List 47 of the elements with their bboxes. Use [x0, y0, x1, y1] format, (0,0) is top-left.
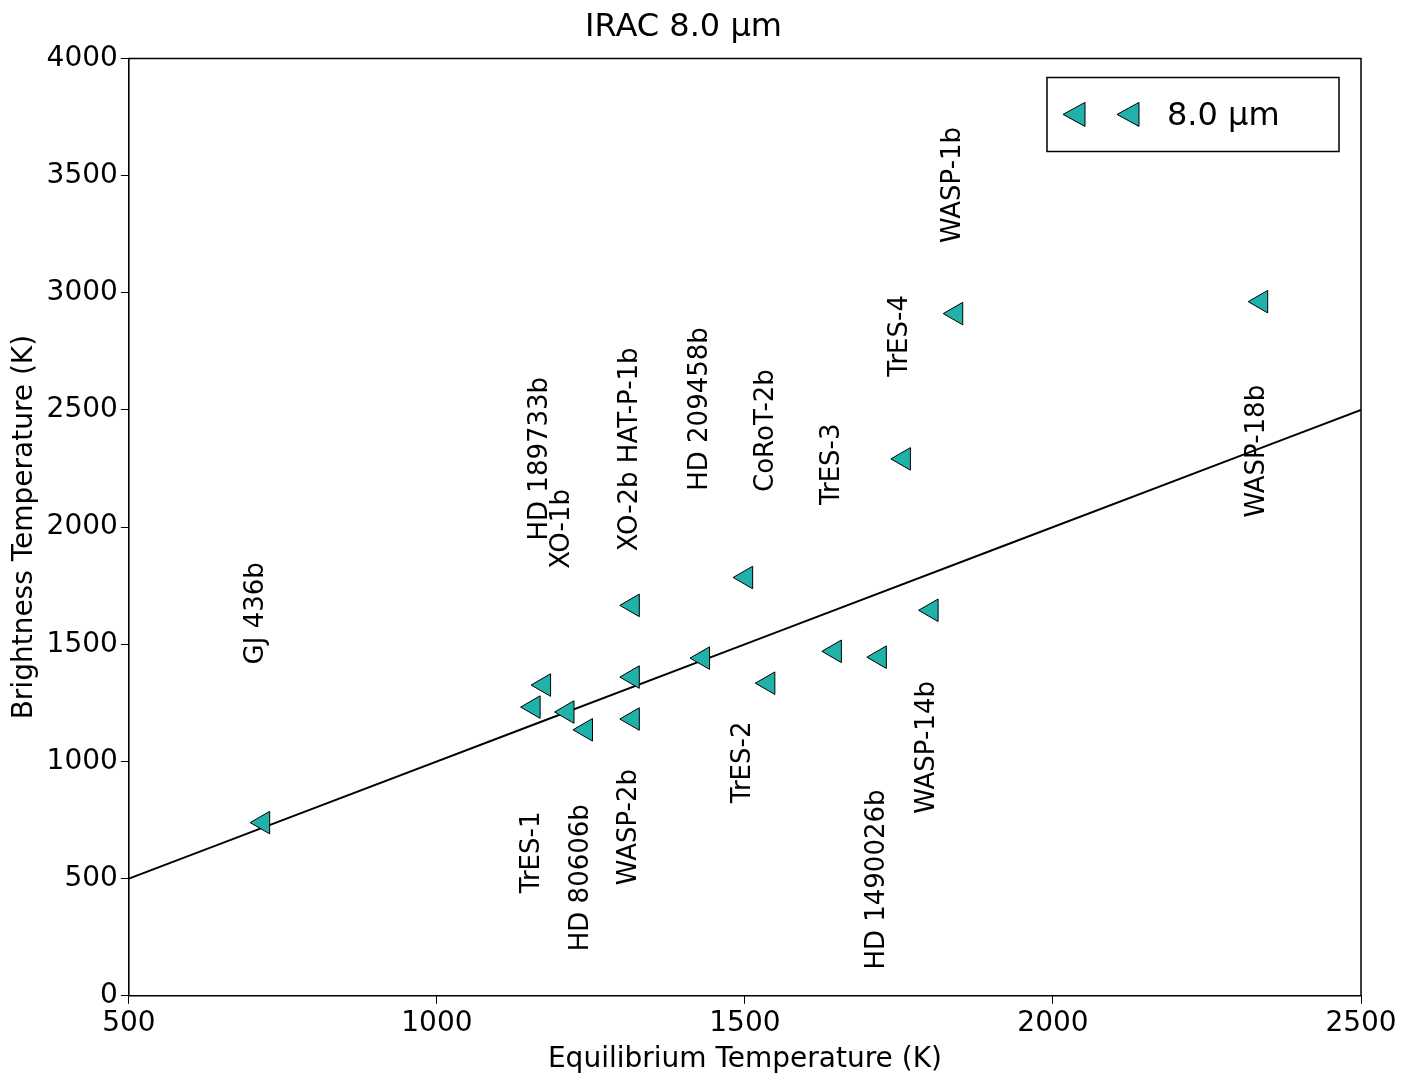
x-axis-title: Equilibrium Temperature (K): [547, 1041, 942, 1075]
annotation: TrES-3: [815, 423, 846, 507]
y-tick-label: 500: [64, 859, 118, 893]
point: [754, 671, 776, 695]
point: [1247, 289, 1269, 314]
x-tick-label: 2500: [1325, 1004, 1397, 1038]
annotation: WASP-18b: [1240, 384, 1271, 518]
point: [942, 301, 964, 326]
annotation: TrES-2: [726, 721, 757, 805]
annotation: XO-2b HAT-P-1b: [613, 347, 644, 552]
y-tick-label: 2000: [46, 508, 118, 542]
annotation: WASP-1b: [935, 126, 966, 244]
annotation: CoRoT-2b: [748, 369, 779, 492]
x-tick-label: 1000: [401, 1004, 473, 1038]
point: [619, 593, 640, 618]
point: [732, 565, 754, 590]
legend-label: 8.0 μm: [1167, 94, 1280, 133]
annotation: TrES-4: [882, 295, 913, 378]
x-tick-label: 2000: [1017, 1004, 1089, 1038]
x-tick-label: 1500: [709, 1004, 781, 1038]
chart-title: IRAC 8.0 μm: [585, 5, 782, 44]
point: [572, 718, 593, 742]
point: [530, 673, 552, 697]
y-tick-label: 1500: [46, 625, 118, 659]
annotation: HD 1490026b: [859, 789, 890, 970]
annotation: HD 209458b: [683, 327, 714, 491]
annotation: TrES-1: [514, 811, 545, 895]
point: [249, 810, 271, 835]
point: [619, 707, 640, 731]
y-tick-label: 1000: [46, 742, 118, 776]
point: [866, 645, 887, 669]
point: [520, 695, 541, 719]
point: [689, 646, 711, 670]
y-tick-label: 4000: [46, 39, 118, 73]
y-tick-label: 3000: [46, 274, 118, 308]
point: [890, 447, 911, 471]
y-tick-label: 2500: [46, 391, 118, 425]
point: [821, 639, 842, 664]
annotation: GJ 436b: [238, 562, 269, 665]
annotation: WASP-14b: [910, 681, 941, 814]
y-axis-title: Brightness Temperature (K): [6, 334, 40, 720]
y-tick-label: 3500: [46, 156, 118, 190]
annotation: WASP-2b: [611, 769, 642, 886]
annotation: HD 80606b: [563, 804, 594, 952]
point: [918, 598, 939, 623]
point: [619, 665, 640, 689]
point: [554, 700, 575, 724]
